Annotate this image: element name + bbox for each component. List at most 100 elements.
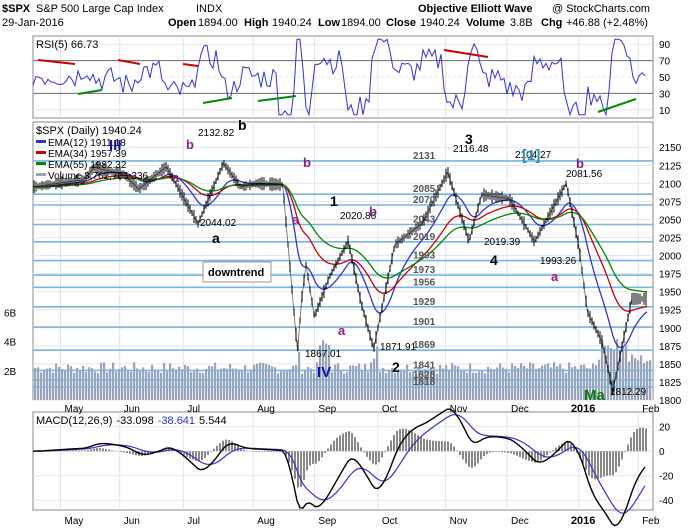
wave-label-2: 2 (392, 359, 400, 375)
volume-bar (91, 368, 94, 400)
macd-histogram-bar (99, 448, 101, 452)
macd-histogram-bar (636, 428, 638, 452)
volume-bar (154, 369, 157, 400)
level-label-1956: 1956 (413, 277, 436, 288)
header-low: 1894.00 (341, 17, 381, 29)
volume-bar (610, 347, 613, 400)
macd-histogram-bar (546, 451, 548, 456)
wave-label-[1]: [1] (522, 147, 540, 164)
volume-bar (214, 362, 217, 400)
volume-bar (469, 363, 472, 400)
volume-bar (250, 370, 253, 400)
macd-histogram-bar (276, 451, 278, 452)
macd-histogram-bar (201, 451, 203, 461)
macd-histogram-bar (327, 448, 329, 452)
price-annotation-2104.27: 2104.27 (515, 150, 552, 161)
price-tick-label: 2000 (659, 252, 682, 263)
macd-histogram-bar (309, 451, 311, 466)
macd-histogram-bar (96, 448, 98, 452)
volume-bar (628, 361, 631, 400)
month-label-top: May (65, 404, 84, 415)
macd-histogram-bar (471, 451, 473, 468)
macd-histogram-bar (369, 451, 371, 461)
macd-histogram-bar (513, 451, 515, 455)
macd-histogram-bar (441, 441, 443, 452)
month-label-bottom: Nov (450, 516, 468, 527)
macd-tick-label: 0 (659, 447, 665, 458)
ema55-line (33, 176, 648, 293)
macd-histogram-bar (504, 451, 506, 453)
macd-tick-label: 20 (659, 423, 671, 434)
macd-histogram-bar (360, 447, 362, 452)
macd-histogram-bar (435, 440, 437, 452)
price-tick-label: 2100 (659, 179, 682, 190)
volume-bar (442, 368, 445, 400)
volume-bar (67, 364, 70, 400)
volume-bar (70, 366, 73, 400)
price-annotation-2019.39: 2019.39 (484, 237, 521, 248)
downtrend-label: downtrend (208, 267, 264, 279)
header-close-label: Close (386, 17, 416, 29)
volume-bar (571, 367, 574, 400)
macd-histogram-bar (552, 449, 554, 452)
volume-bar (262, 362, 265, 400)
level-label-1818: 1818 (413, 377, 436, 388)
rsi-tick-label: 50 (659, 73, 671, 84)
volume-bar (235, 368, 238, 400)
legend-swatch (36, 151, 46, 154)
volume-bar (430, 368, 433, 400)
macd-histogram-bar (534, 451, 536, 463)
volume-bar (604, 345, 607, 400)
header-open: 1894.00 (198, 17, 238, 29)
wave-label-1: 1 (330, 193, 338, 209)
volume-bar (130, 371, 133, 400)
month-label-top: Dec (511, 404, 529, 415)
volume-bar (181, 369, 184, 400)
month-label-top: Sep (318, 404, 336, 415)
volume-bar (151, 364, 154, 400)
volume-bar (259, 362, 262, 400)
macd-histogram-bar (204, 451, 206, 458)
macd-histogram-bar (579, 451, 581, 458)
volume-bar (448, 369, 451, 400)
volume-bar (88, 367, 91, 400)
macd-histogram-bar (633, 431, 635, 452)
volume-bar (556, 366, 559, 400)
macd-histogram-bar (486, 451, 488, 454)
volume-bar (397, 369, 400, 400)
volume-bar (493, 369, 496, 400)
macd-histogram-bar (540, 451, 542, 461)
volume-bar (544, 364, 547, 400)
volume-bar (562, 368, 565, 400)
volume-bar (445, 365, 448, 400)
volume-bar (553, 362, 556, 400)
header-high: 1940.24 (272, 17, 312, 29)
volume-bar (247, 372, 250, 400)
macd-histogram-bar (231, 441, 233, 452)
month-label-top: Nov (450, 404, 468, 415)
volume-bar (400, 371, 403, 400)
wave-label-4: 4 (490, 252, 498, 268)
level-label-1869: 1869 (413, 340, 436, 351)
volume-bar (490, 368, 493, 400)
volume-bar (196, 368, 199, 400)
wave-label-III: III (109, 137, 122, 154)
rsi-trendline (77, 89, 103, 95)
price-tick-label: 1925 (659, 306, 682, 317)
rsi-label: RSI(5) 66.73 (36, 39, 98, 51)
volume-bar (193, 371, 196, 400)
volume-bar (439, 364, 442, 400)
price-annotation-2020.86: 2020.86 (340, 211, 377, 222)
macd-label: MACD(12,26,9) -33.098 -38.641 5.544 (36, 415, 227, 427)
volume-bar (37, 367, 40, 400)
volume-bar (346, 371, 349, 400)
macd-histogram-bar (591, 451, 593, 479)
macd-histogram-bar (597, 451, 599, 480)
volume-bar (418, 366, 421, 400)
macd-histogram-bar (126, 451, 128, 454)
wave-label-b: b (186, 137, 194, 152)
volume-bar (352, 365, 355, 400)
macd-histogram-bar (543, 451, 545, 458)
header-date: 29-Jan-2016 (2, 17, 64, 29)
volume-bar (115, 371, 118, 400)
